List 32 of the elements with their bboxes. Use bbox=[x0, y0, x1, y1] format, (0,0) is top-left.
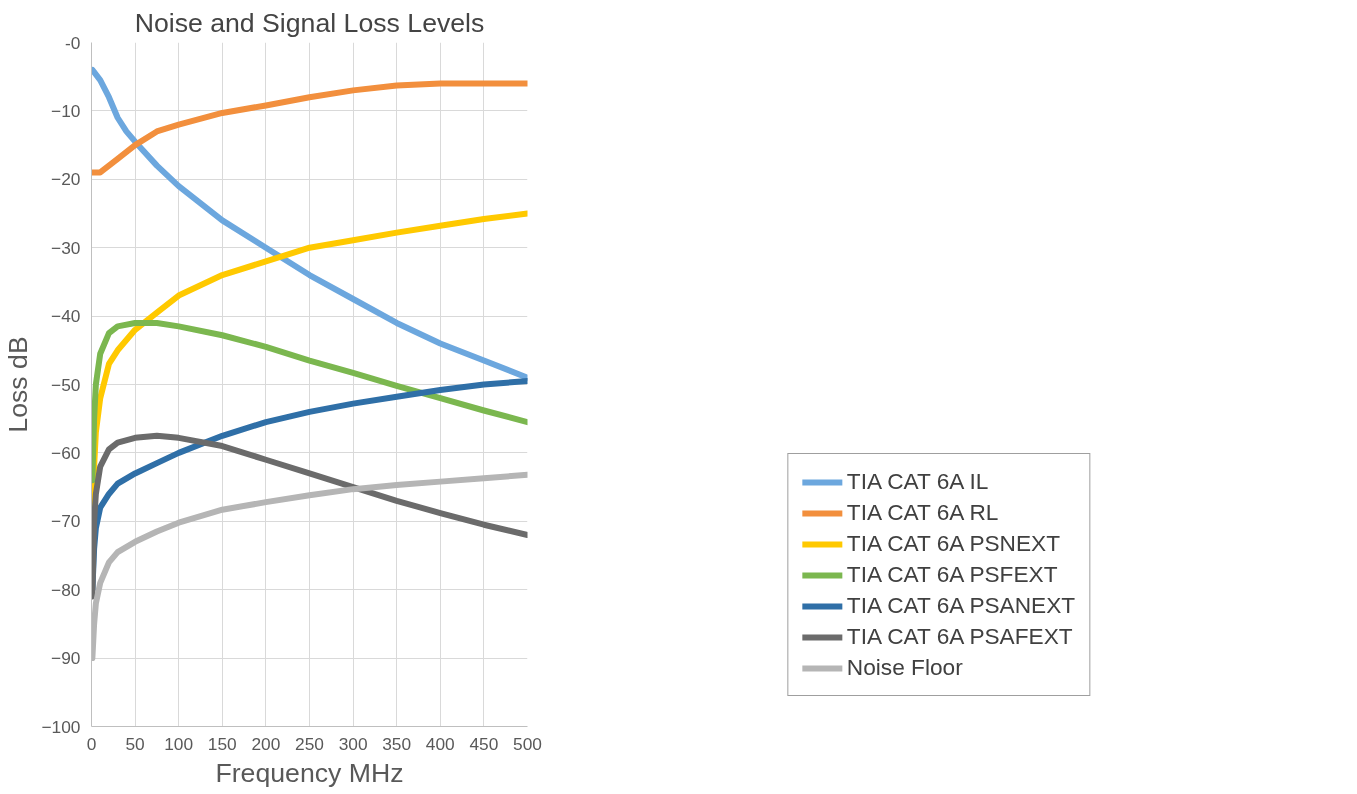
x-tick-label: 150 bbox=[207, 733, 237, 754]
x-tick-label: 450 bbox=[469, 733, 499, 754]
x-tick-label: 400 bbox=[425, 733, 455, 754]
legend-label: TIA CAT 6A PSFEXT bbox=[846, 561, 1058, 588]
x-tick-label: 0 bbox=[86, 733, 97, 754]
legend-label: TIA CAT 6A PSANEXT bbox=[846, 592, 1076, 619]
x-tick-label: 500 bbox=[513, 733, 542, 754]
chart-title: Noise and Signal Loss Levels bbox=[134, 7, 485, 38]
x-tick-label: 300 bbox=[338, 733, 368, 754]
y-tick-label: −30 bbox=[51, 237, 81, 258]
y-tick-label: −10 bbox=[51, 100, 81, 121]
x-tick-label: 50 bbox=[125, 733, 145, 754]
legend-label: TIA CAT 6A PSAFEXT bbox=[846, 623, 1073, 650]
x-axis-title: Frequency MHz bbox=[215, 757, 404, 788]
y-tick-label: −60 bbox=[51, 442, 81, 463]
legend-label: TIA CAT 6A PSNEXT bbox=[846, 530, 1061, 557]
x-tick-label: 200 bbox=[251, 733, 281, 754]
legend-label: Noise Floor bbox=[846, 654, 963, 681]
y-tick-label: −90 bbox=[51, 648, 81, 669]
x-tick-label: 250 bbox=[295, 733, 324, 754]
y-tick-label: −20 bbox=[51, 169, 81, 190]
y-tick-label: -0 bbox=[65, 32, 81, 53]
y-tick-label: −40 bbox=[51, 306, 81, 327]
y-tick-label: −80 bbox=[51, 579, 81, 600]
legend-label: TIA CAT 6A RL bbox=[846, 499, 999, 526]
x-tick-label: 100 bbox=[164, 733, 194, 754]
x-tick-label: 350 bbox=[382, 733, 412, 754]
y-tick-label: −50 bbox=[51, 374, 81, 395]
legend-label: TIA CAT 6A IL bbox=[846, 468, 989, 495]
y-tick-label: −70 bbox=[51, 511, 81, 532]
y-tick-label: −100 bbox=[41, 716, 81, 737]
y-axis-title: Loss dB bbox=[3, 336, 34, 433]
